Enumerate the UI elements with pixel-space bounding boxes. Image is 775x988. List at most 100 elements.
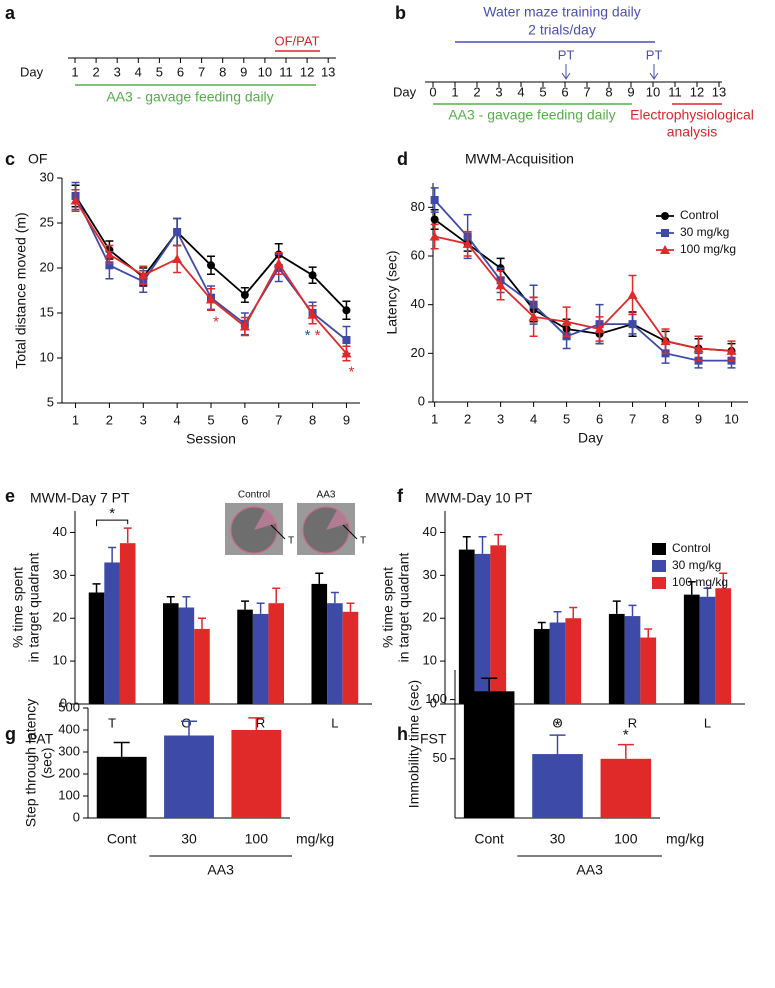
series-line [434,218,732,352]
bar [458,549,475,704]
panel-label: f [397,486,404,506]
error-bar [569,606,578,619]
inset-target: T [360,536,366,547]
inset-target: T [288,536,294,547]
marker [462,238,473,248]
error-bar [248,717,265,730]
error-bar [553,611,562,623]
inset-quadrant [254,510,277,530]
significance: * [109,505,115,522]
x-tick-label: 30 [550,831,566,847]
bar [194,628,210,704]
error-bar [330,591,339,604]
y-tick-label: 40 [411,296,425,311]
bar [311,583,328,704]
legend-label: 100 mg/kg [672,575,728,589]
panel-label: g [5,724,16,744]
feeding-label: AA3 - gavage feeding daily [448,107,615,123]
chart-title: MWM-Day 10 PT [425,490,533,506]
marker [628,320,637,329]
day-number: 2 [92,64,99,79]
bar [532,754,583,818]
marker [240,291,249,299]
marker [273,258,284,268]
error-bar [617,743,634,759]
panel-label: e [5,486,15,506]
day-number: 8 [605,84,612,99]
bar [164,735,214,818]
marker [105,261,114,270]
x-tick-label: 9 [343,412,350,427]
x-tick-label: 100 [245,831,269,847]
y-tick-label: 10 [423,653,437,668]
marker [172,254,183,263]
test-label: OF/PAT [274,33,319,48]
x-tick-label: Cont [474,831,504,847]
y-tick-label: 40 [423,524,437,539]
y-axis-label: Immobility time (sec) [406,680,422,808]
error-bar [703,587,712,597]
error-bar [346,602,355,612]
error-bar [644,628,653,638]
x-tick-label: 30 [181,831,197,847]
inset-title: Control [238,490,270,501]
inset-title: AA3 [317,490,336,501]
legend-swatch [652,560,666,572]
marker [561,316,572,326]
inset-pointer [270,524,286,540]
y-axis-label: % time spent [10,567,26,648]
x-tick-label: L [331,715,338,730]
x-tick-label: 6 [596,411,603,426]
significance: * [555,717,561,734]
x-tick-label: R [628,715,637,730]
error-bar [612,600,621,614]
series-line [434,235,732,352]
bar [162,603,179,704]
error-bar [481,677,498,692]
legend-label: Control [680,208,719,222]
legend-label: 30 mg/kg [680,225,729,239]
legend-swatch [652,577,666,589]
bar [252,613,269,704]
x-tick-label: 9 [695,411,702,426]
x-tick-label: 8 [309,412,316,427]
legend-marker [661,212,669,220]
training-label: Water maze training daily [483,4,640,20]
y-axis-label: % time spent [380,567,396,648]
error-bar [628,604,637,617]
bar [608,613,625,704]
day-number: 2 [473,84,480,99]
y-tick-label: 0 [418,393,425,408]
probe-label: PT [558,47,575,62]
bar [474,553,491,704]
y-tick-label: 400 [58,721,80,736]
bar [699,596,716,704]
error-bar [181,720,197,736]
y-tick-label: 300 [58,743,80,758]
panel-label: h [397,724,408,744]
chart-title: OF [28,151,47,167]
day-number: 3 [495,84,502,99]
y-tick-label: 500 [58,699,80,714]
y-axis-label: (sec) [39,747,55,778]
marker [430,215,439,224]
y-tick-label: 0 [430,695,437,710]
y-tick-label: 0 [73,809,80,824]
error-bar [687,581,696,595]
bar [600,758,652,818]
feeding-label: AA3 - gavage feeding daily [106,89,273,105]
y-tick-label: 30 [40,169,54,184]
bar [237,609,253,704]
significance: * [213,313,219,330]
y-tick-label: 50 [433,750,447,765]
x-tick-label: 3 [497,411,504,426]
x-tick-label: 4 [174,412,181,427]
marker [308,271,317,280]
bar [533,628,550,704]
bar [490,545,507,704]
day-number: 11 [279,64,293,79]
unit-label: mg/kg [666,831,704,847]
day-number: 12 [300,64,314,79]
x-axis-label: Day [578,430,603,446]
error-bar [123,527,132,544]
